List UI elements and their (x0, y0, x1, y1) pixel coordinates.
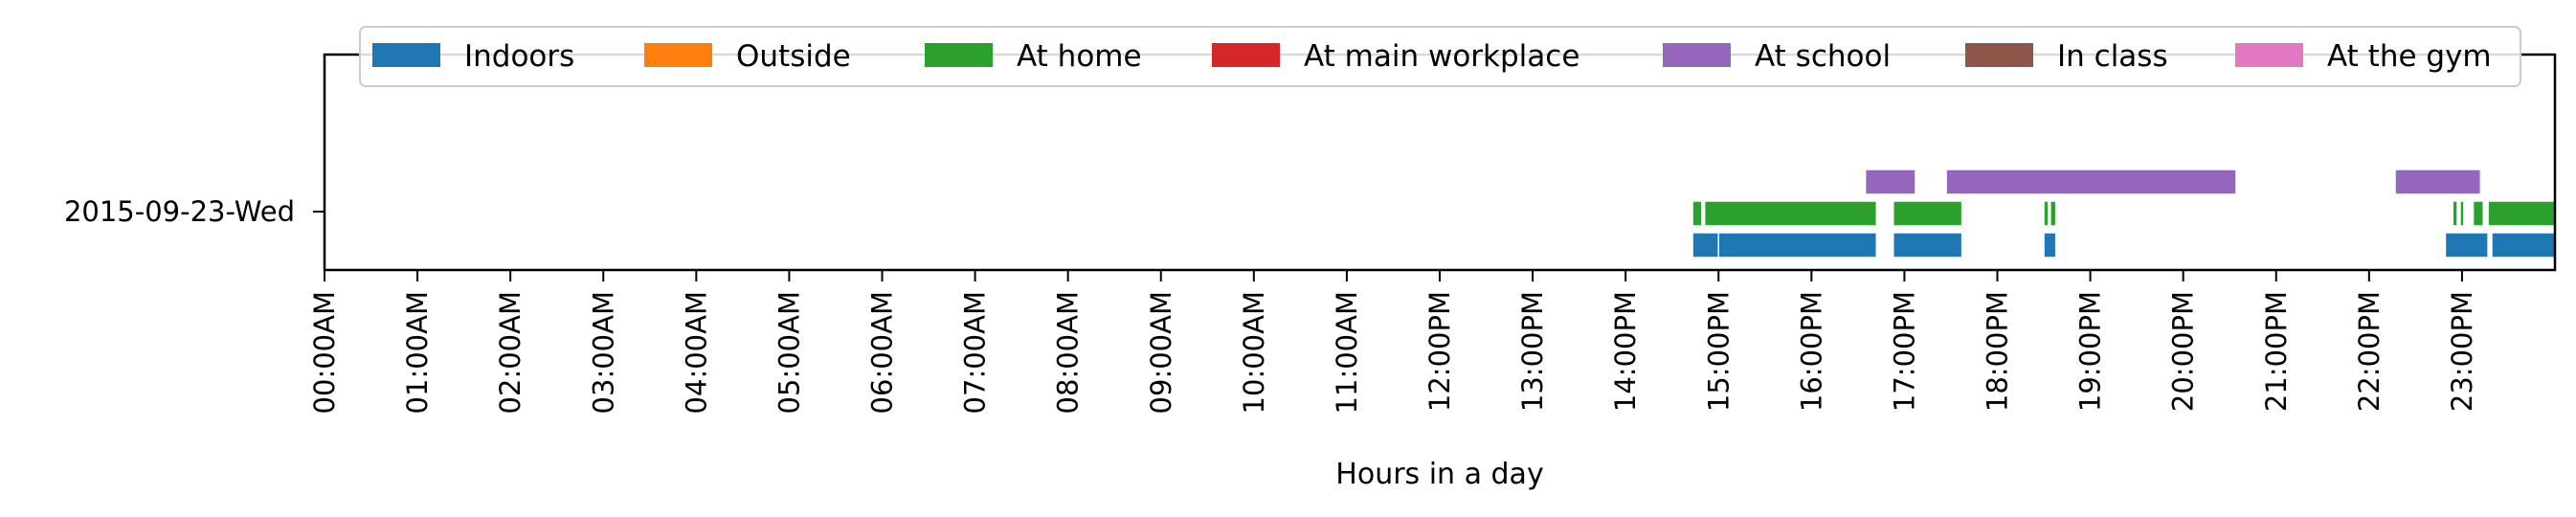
x-tick-label: 20:00PM (2167, 291, 2200, 412)
legend-label-at-main-workplace: At main workplace (1304, 39, 1579, 74)
bar-at-home-7 (2472, 200, 2484, 227)
legend-label-at-home: At home (1017, 39, 1142, 74)
bar-indoors-0 (1691, 232, 1719, 258)
bar-at-home-4 (2050, 200, 2057, 227)
x-tick-label: 12:00PM (1423, 291, 1456, 412)
bar-at-home-6 (2459, 200, 2465, 227)
legend-box (359, 26, 2521, 87)
x-tick-label: 23:00PM (2446, 291, 2478, 412)
legend-swatch-outside (644, 43, 712, 67)
legend-swatch-at-school (1663, 43, 1731, 67)
legend-swatch-indoors (372, 43, 440, 67)
bar-at-home-3 (2043, 200, 2050, 227)
bar-at-home-1 (1703, 200, 1878, 227)
x-tick-label: 00:00AM (308, 291, 341, 414)
bar-indoors-1 (1717, 232, 1878, 258)
bar-at-home-0 (1691, 200, 1703, 227)
legend-swatch-in-class (1965, 43, 2033, 67)
x-tick-label: 19:00PM (2074, 291, 2107, 412)
bar-at-school-2 (2394, 169, 2482, 195)
x-tick-label: 13:00PM (1516, 291, 1549, 412)
bar-at-school-1 (1945, 169, 2237, 195)
x-tick-label: 11:00AM (1331, 291, 1363, 414)
x-tick-label: 09:00AM (1145, 291, 1177, 414)
legend-label-indoors: Indoors (464, 39, 574, 74)
bars-layer (1691, 169, 2556, 258)
x-tick-label: 07:00AM (959, 291, 992, 414)
bar-at-home-2 (1893, 200, 1963, 227)
x-tick-label: 05:00AM (773, 291, 805, 414)
bar-at-home-5 (2452, 200, 2458, 227)
bar-at-school-0 (1864, 169, 1916, 195)
legend-swatch-at-the-gym (2235, 43, 2303, 67)
y-axis: 2015-09-23-Wed (64, 195, 325, 228)
legend-swatch-at-home (925, 43, 993, 67)
x-tick-label: 06:00AM (866, 291, 899, 414)
legend-label-outside: Outside (736, 39, 851, 74)
x-tick-label: 08:00AM (1052, 291, 1085, 414)
legend-label-at-the-gym: At the gym (2327, 39, 2492, 74)
bar-at-home-8 (2487, 200, 2556, 227)
x-tick-label: 14:00PM (1609, 291, 1642, 412)
x-tick-label: 15:00PM (1702, 291, 1735, 412)
x-tick-label: 02:00AM (494, 291, 526, 414)
x-tick-label: 21:00PM (2260, 291, 2293, 412)
bar-indoors-5 (2491, 232, 2556, 258)
x-tick-label: 16:00PM (1795, 291, 1827, 412)
x-tick-label: 03:00AM (587, 291, 619, 414)
x-axis: 00:00AM 01:00AM 02:00AM 03:00AM 04:00AM 05:00… (308, 270, 2478, 414)
x-tick-label: 22:00PM (2353, 291, 2386, 412)
x-tick-label: 01:00AM (401, 291, 434, 414)
x-axis-title: Hours in a day (1335, 458, 1543, 491)
bar-indoors-2 (1893, 232, 1963, 258)
x-tick-label: 04:00AM (680, 291, 712, 414)
x-tick-label: 18:00PM (1982, 291, 2014, 412)
x-tick-label: 17:00PM (1888, 291, 1920, 412)
x-tick-label: 10:00AM (1238, 291, 1270, 414)
legend-label-in-class: In class (2057, 39, 2168, 74)
bar-indoors-4 (2444, 232, 2489, 258)
bar-indoors-3 (2043, 232, 2057, 258)
y-tick-label: 2015-09-23-Wed (64, 195, 295, 228)
legend: Indoors Outside At home At main workplace At… (359, 26, 2521, 87)
legend-label-at-school: At school (1755, 39, 1891, 74)
legend-swatch-at-main-workplace (1212, 43, 1280, 67)
